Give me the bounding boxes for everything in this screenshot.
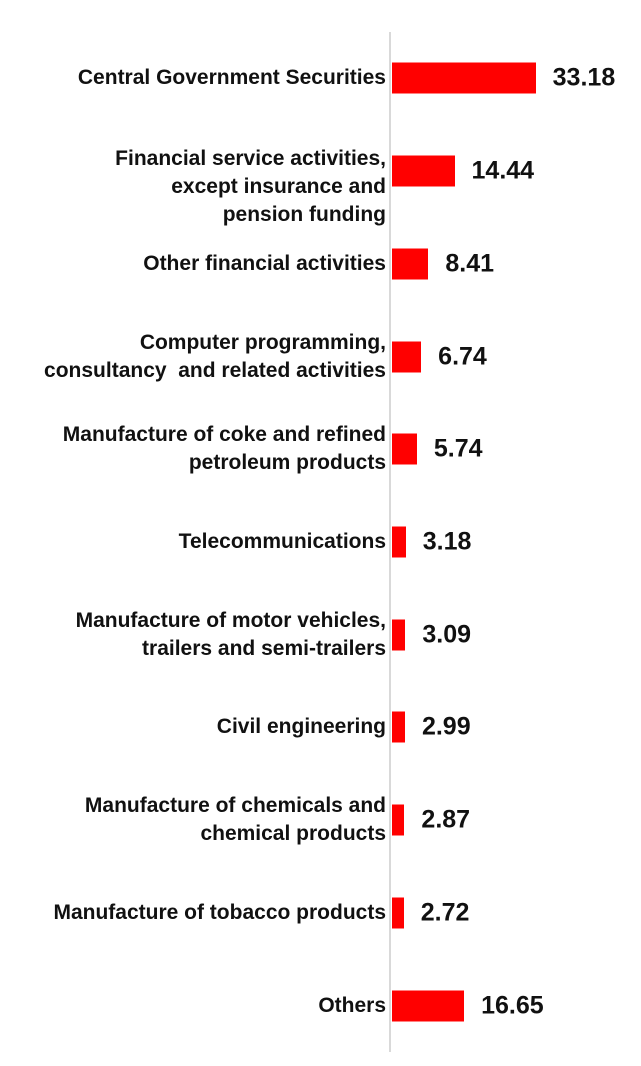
category-label: Manufacture of motor vehicles, trailers … xyxy=(75,608,386,660)
category-label-wrap: Manufacture of motor vehicles, trailers … xyxy=(0,588,386,681)
category-label-wrap: Other financial activities xyxy=(0,217,386,310)
value-label: 3.09 xyxy=(422,620,472,649)
category-label: Telecommunications xyxy=(178,529,386,553)
category-label-wrap: Computer programming, consultancy and re… xyxy=(0,310,386,403)
value-label: 33.18 xyxy=(552,63,616,92)
category-label: Central Government Securities xyxy=(77,66,386,90)
bar xyxy=(392,990,465,1022)
category-label: Others xyxy=(318,993,386,1017)
category-label-wrap: Manufacture of coke and refined petroleu… xyxy=(0,403,386,496)
value-label: 2.72 xyxy=(420,898,470,927)
bar xyxy=(392,804,405,836)
value-label: 16.65 xyxy=(481,991,544,1020)
chart-row: Other financial activities 8.41 xyxy=(0,217,641,310)
bar xyxy=(392,897,404,929)
category-label-wrap: Civil engineering xyxy=(0,681,386,774)
chart-row: Manufacture of chemicals and chemical pr… xyxy=(0,774,641,867)
category-label-wrap: Telecommunications xyxy=(0,496,386,589)
chart-row: Central Government Securities 33.18 xyxy=(0,32,641,125)
category-label-wrap: Financial service activities, except ins… xyxy=(0,125,386,226)
category-label: Computer programming, consultancy and re… xyxy=(44,330,386,382)
category-label: Manufacture of chemicals and chemical pr… xyxy=(84,794,386,846)
category-label: Civil engineering xyxy=(216,715,386,739)
category-label: Manufacture of coke and refined petroleu… xyxy=(62,423,386,475)
category-label-wrap: Central Government Securities xyxy=(0,32,386,125)
value-label: 2.99 xyxy=(421,712,471,741)
bar xyxy=(392,248,429,280)
chart-row: Manufacture of motor vehicles, trailers … xyxy=(0,588,641,681)
category-label-wrap: Manufacture of tobacco products xyxy=(0,867,386,960)
chart-row: Manufacture of tobacco products 2.72 xyxy=(0,867,641,960)
category-label: Manufacture of tobacco products xyxy=(53,900,386,924)
category-label-wrap: Manufacture of chemicals and chemical pr… xyxy=(0,774,386,867)
value-label: 14.44 xyxy=(471,156,535,185)
value-label: 3.18 xyxy=(422,527,472,556)
category-label-wrap: Others xyxy=(0,959,386,1052)
category-label: Financial service activities, except ins… xyxy=(115,147,386,227)
category-label: Other financial activities xyxy=(143,251,386,275)
chart-row: Computer programming, consultancy and re… xyxy=(0,310,641,403)
bar xyxy=(392,62,536,94)
value-label: 6.74 xyxy=(438,342,487,371)
chart-row: Others 16.65 xyxy=(0,959,641,1052)
chart-row: Civil engineering 2.99 xyxy=(0,681,641,774)
value-label: 8.41 xyxy=(445,249,495,278)
bar xyxy=(392,526,406,558)
bar xyxy=(392,155,455,187)
y-axis-line xyxy=(389,32,391,1052)
value-label: 5.74 xyxy=(433,434,483,463)
chart-row: Telecommunications 3.18 xyxy=(0,496,641,589)
value-label: 2.87 xyxy=(421,805,471,834)
bar xyxy=(392,711,405,743)
bar xyxy=(392,619,406,651)
bar xyxy=(392,341,422,373)
bar xyxy=(392,433,417,465)
chart-row: Manufacture of coke and refined petroleu… xyxy=(0,403,641,496)
chart-row: Financial service activities, except ins… xyxy=(0,125,641,226)
